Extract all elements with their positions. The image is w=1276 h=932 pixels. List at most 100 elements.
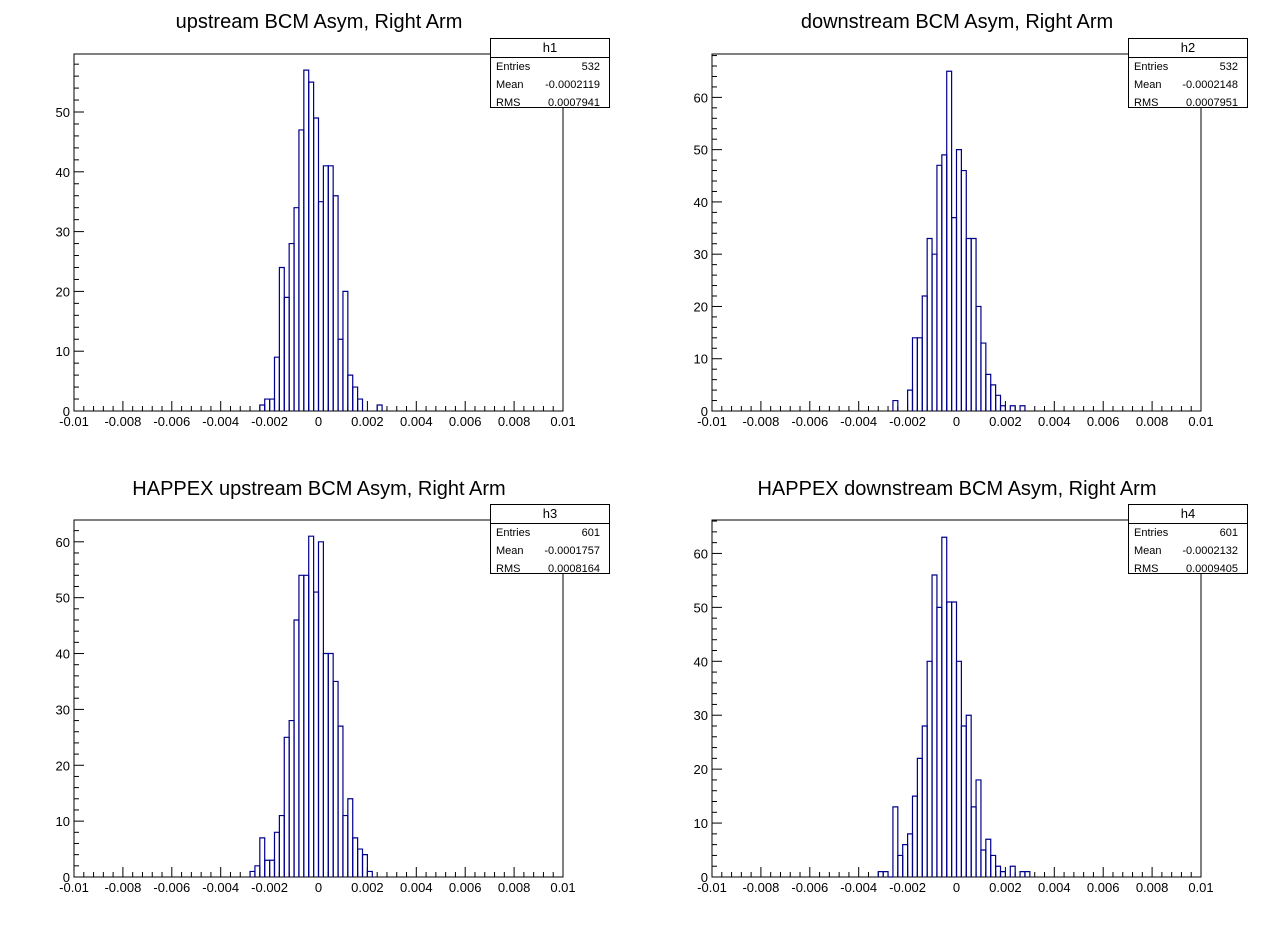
- histogram-plot: -0.01 -0.008 -0.006 -0.004 -0.002 0 0.002 0.004…: [56, 53, 576, 429]
- chart-title: downstream BCM Asym, Right Arm: [800, 11, 1114, 33]
- histogram-bin: [892, 399, 899, 411]
- stats-entries-label: Entries: [496, 527, 531, 539]
- histogram-bin: [980, 342, 987, 411]
- histogram-bin: [980, 849, 987, 877]
- histogram-bin: [907, 833, 914, 877]
- histogram-bin: [951, 601, 958, 877]
- y-tick-label: 10: [694, 352, 708, 367]
- chart-title: HAPPEX downstream BCM Asym, Right Arm: [757, 478, 1157, 500]
- histogram-bin: [911, 337, 918, 411]
- stats-box: h3 Entries 601 Mean -0.0001757 RMS 0.000…: [490, 504, 610, 575]
- histogram-bin: [892, 806, 899, 877]
- y-tick-label: 40: [56, 647, 70, 662]
- x-tick-label: -0.004: [202, 880, 239, 895]
- histogram-bin: [1019, 405, 1026, 411]
- histogram-bin: [347, 374, 354, 411]
- histogram-bin: [970, 237, 977, 411]
- histogram-bin: [936, 606, 943, 877]
- histogram-bin: [337, 338, 344, 411]
- stats-mean-label: Mean: [1134, 79, 1162, 91]
- stats-histogram-name: h3: [491, 505, 609, 524]
- histogram-bin: [347, 798, 354, 877]
- x-tick-label: 0: [953, 414, 960, 429]
- histogram-bin: [926, 237, 933, 411]
- x-tick-label: -0.006: [153, 880, 190, 895]
- histogram-bin: [975, 779, 982, 877]
- histogram-bin: [264, 859, 271, 877]
- x-tick-label: -0.004: [840, 414, 877, 429]
- chart-title: HAPPEX upstream BCM Asym, Right Arm: [132, 478, 506, 500]
- histogram-bin: [249, 870, 256, 877]
- y-tick-label: 40: [694, 654, 708, 669]
- stats-mean-value: -0.0002119: [545, 79, 600, 91]
- histogram-bin: [941, 536, 948, 877]
- histogram-bin: [269, 859, 276, 877]
- x-tick-label: -0.008: [104, 414, 141, 429]
- histogram-bin: [283, 296, 290, 411]
- y-tick-label: 50: [694, 143, 708, 158]
- stats-mean-label: Mean: [496, 545, 524, 557]
- x-tick-label: -0.01: [697, 880, 727, 895]
- histogram-bin: [916, 337, 923, 411]
- stats-rms-row: RMS 0.0007951: [1129, 94, 1247, 112]
- stats-rms-label: RMS: [1134, 97, 1159, 109]
- histogram-plot: -0.01 -0.008 -0.006 -0.004 -0.002 0 0.002 0.004…: [694, 519, 1214, 895]
- stats-entries-row: Entries 532: [1129, 58, 1247, 76]
- histogram-bin: [298, 129, 305, 411]
- histogram-bin: [960, 725, 967, 877]
- histogram-bin: [921, 295, 928, 411]
- stats-entries-row: Entries 532: [491, 58, 609, 76]
- stats-mean-row: Mean -0.0002132: [1129, 542, 1247, 560]
- histogram-bin: [293, 619, 300, 877]
- histogram-bin: [273, 356, 280, 411]
- stats-entries-row: Entries 601: [1129, 524, 1247, 542]
- histogram-bin: [361, 854, 368, 877]
- histogram-plot: -0.01 -0.008 -0.006 -0.004 -0.002 0 0.002 0.004…: [694, 53, 1214, 429]
- histogram-bin: [946, 70, 953, 411]
- stats-entries-value: 601: [1219, 527, 1238, 539]
- histogram-pad-h3: HAPPEX upstream BCM Asym, Right Arm -0.0…: [0, 466, 638, 932]
- histogram-bin: [975, 305, 982, 411]
- x-tick-label: 0.006: [1087, 880, 1120, 895]
- y-tick-label: 0: [701, 404, 708, 419]
- x-tick-label: -0.004: [202, 414, 239, 429]
- histogram-bin: [907, 389, 914, 411]
- stats-rms-label: RMS: [496, 563, 521, 575]
- x-tick-label: 0.006: [449, 880, 482, 895]
- x-tick-label: 0.01: [550, 414, 575, 429]
- x-tick-label: 0.008: [1136, 880, 1169, 895]
- x-tick-label: 0: [315, 880, 322, 895]
- histogram-bin: [327, 652, 334, 877]
- histogram-bin: [970, 806, 977, 877]
- stats-histogram-name: h2: [1129, 39, 1247, 58]
- histogram-bin: [965, 237, 972, 411]
- y-tick-label: 50: [694, 600, 708, 615]
- y-tick-label: 20: [694, 299, 708, 314]
- histogram-bin: [254, 865, 261, 877]
- histogram-bin: [303, 69, 310, 411]
- y-tick-label: 10: [694, 816, 708, 831]
- histogram-bin: [337, 725, 344, 877]
- histogram-bin: [317, 541, 324, 877]
- y-tick-label: 20: [56, 758, 70, 773]
- histogram-bin: [946, 601, 953, 877]
- stats-rms-row: RMS 0.0008164: [491, 560, 609, 578]
- x-tick-label: 0.004: [400, 880, 433, 895]
- histogram-bin: [342, 814, 349, 877]
- y-tick-label: 40: [56, 165, 70, 180]
- histogram-bin: [308, 81, 315, 411]
- histogram-plot: -0.01 -0.008 -0.006 -0.004 -0.002 0 0.002 0.004…: [56, 519, 576, 895]
- histogram-bin: [985, 838, 992, 877]
- histogram-bin: [293, 207, 300, 411]
- histogram-bin: [278, 266, 285, 411]
- stats-rms-row: RMS 0.0009405: [1129, 560, 1247, 578]
- histogram-bin: [941, 154, 948, 411]
- stats-mean-row: Mean -0.0002119: [491, 76, 609, 94]
- stats-mean-value: -0.0002148: [1182, 79, 1238, 91]
- histogram-bin: [999, 871, 1006, 877]
- histogram-bin: [259, 404, 266, 411]
- histogram-bin: [965, 714, 972, 877]
- stats-histogram-name: h4: [1129, 505, 1247, 524]
- histogram-bin: [936, 164, 943, 411]
- histogram-bin: [916, 757, 923, 877]
